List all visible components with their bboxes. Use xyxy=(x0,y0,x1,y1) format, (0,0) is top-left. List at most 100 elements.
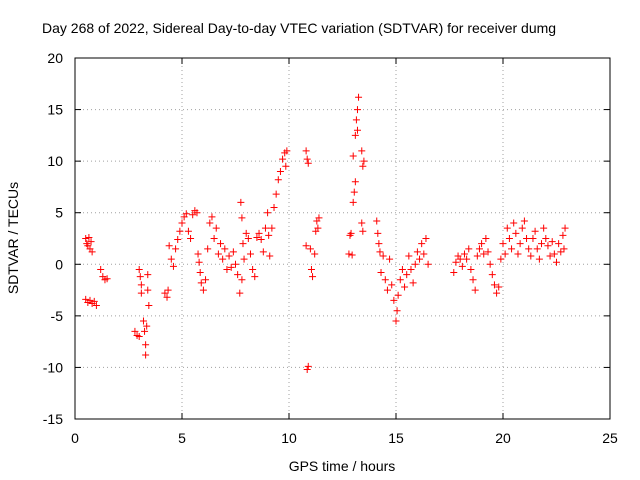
data-point-plus xyxy=(167,255,175,263)
data-point-plus xyxy=(416,255,424,263)
data-point-plus xyxy=(514,250,522,258)
data-point-plus xyxy=(501,250,509,258)
data-point-plus xyxy=(486,260,494,268)
data-point-plus xyxy=(349,152,357,160)
data-point-plus xyxy=(304,362,312,370)
axis-ticks: 0 5 10 15 20 25 -15 -10 -5 0 5 10 15 20 xyxy=(43,50,618,446)
data-point-plus xyxy=(388,281,396,289)
data-point-plus xyxy=(471,286,479,294)
data-point-plus xyxy=(204,245,212,253)
plot-frame xyxy=(74,57,611,420)
data-point-plus xyxy=(206,219,214,227)
data-point-plus xyxy=(550,250,558,258)
x-tick-label: 15 xyxy=(388,430,404,446)
data-point-plus xyxy=(375,240,383,248)
data-point-plus xyxy=(144,271,152,279)
data-point-plus xyxy=(465,245,473,253)
y-tick-label: 5 xyxy=(55,205,63,221)
data-point-plus xyxy=(208,213,216,221)
data-point-plus xyxy=(463,255,471,263)
y-tick-label: 15 xyxy=(47,102,63,118)
data-point-plus xyxy=(194,250,202,258)
data-point-plus xyxy=(418,240,426,248)
data-point-plus xyxy=(497,255,505,263)
data-point-plus xyxy=(398,265,406,273)
data-point-plus xyxy=(164,286,172,294)
data-point-plus xyxy=(546,252,554,260)
data-point-plus xyxy=(482,235,490,242)
data-point-plus xyxy=(557,248,565,256)
data-point-plus xyxy=(161,289,169,297)
data-point-plus xyxy=(223,265,231,273)
data-point-plus xyxy=(257,236,265,244)
data-point-plus xyxy=(169,262,177,270)
data-point-plus xyxy=(240,255,248,263)
data-point-plus xyxy=(383,286,391,294)
data-point-plus xyxy=(314,224,322,232)
data-point-plus xyxy=(381,276,389,284)
data-point-plus xyxy=(403,271,411,279)
data-point-plus xyxy=(450,269,458,277)
data-point-plus xyxy=(473,252,481,260)
data-point-plus xyxy=(196,269,204,277)
chart-title: Day 268 of 2022, Sidereal Day-to-day VTE… xyxy=(42,20,556,36)
data-point-plus xyxy=(560,245,568,253)
y-axis-label: SDTVAR / TECUs xyxy=(5,182,21,294)
data-point-plus xyxy=(253,233,261,241)
data-point-plus xyxy=(490,281,498,289)
data-point-plus xyxy=(553,258,560,266)
data-point-plus xyxy=(409,279,417,287)
data-point-plus xyxy=(238,276,246,284)
data-point-plus xyxy=(184,227,192,235)
data-point-plus xyxy=(353,106,361,114)
data-point-plus xyxy=(345,250,353,258)
data-point-plus xyxy=(505,235,513,242)
data-point-plus xyxy=(87,238,95,246)
data-point-plus xyxy=(452,258,460,266)
x-axis-label: GPS time / hours xyxy=(289,458,396,474)
data-point-plus xyxy=(508,245,516,253)
data-point-plus xyxy=(251,273,259,281)
data-point-plus xyxy=(266,252,274,260)
data-point-plus xyxy=(176,227,184,235)
data-point-plus xyxy=(239,240,247,248)
data-point-plus xyxy=(518,224,526,232)
data-point-plus xyxy=(559,231,567,239)
data-point-plus xyxy=(229,248,237,256)
data-point-plus xyxy=(303,155,311,163)
data-point-plus xyxy=(373,217,381,225)
data-point-plus xyxy=(255,229,263,237)
data-point-plus xyxy=(469,276,477,284)
data-point-plus xyxy=(561,224,569,232)
data-point-plus xyxy=(394,291,402,299)
data-point-plus xyxy=(458,262,466,270)
data-point-plus xyxy=(210,235,218,242)
data-point-plus xyxy=(136,273,144,281)
data-point-plus xyxy=(244,235,252,242)
data-point-plus xyxy=(499,240,507,248)
data-point-plus xyxy=(279,155,287,163)
data-point-plus xyxy=(353,126,361,134)
x-tick-label: 0 xyxy=(71,430,79,446)
data-point-plus xyxy=(523,235,531,242)
data-point-plus xyxy=(488,271,496,279)
data-point-plus xyxy=(352,116,360,124)
data-point-plus xyxy=(349,198,357,206)
data-point-plus xyxy=(548,238,556,246)
data-point-plus xyxy=(315,214,323,222)
data-point-plus xyxy=(238,214,246,222)
data-point-plus xyxy=(212,224,220,232)
data-point-plus xyxy=(139,317,147,325)
x-tick-label: 20 xyxy=(495,430,511,446)
y-tick-label: 0 xyxy=(55,256,63,272)
data-point-plus xyxy=(249,265,257,273)
data-point-plus xyxy=(535,255,543,263)
data-point-plus xyxy=(358,147,366,155)
data-point-plus xyxy=(227,263,235,271)
data-point-plus xyxy=(405,252,413,260)
data-point-plus xyxy=(283,147,291,155)
data-point-plus xyxy=(265,231,273,239)
data-point-plus xyxy=(360,157,368,165)
data-point-plus xyxy=(282,162,290,170)
